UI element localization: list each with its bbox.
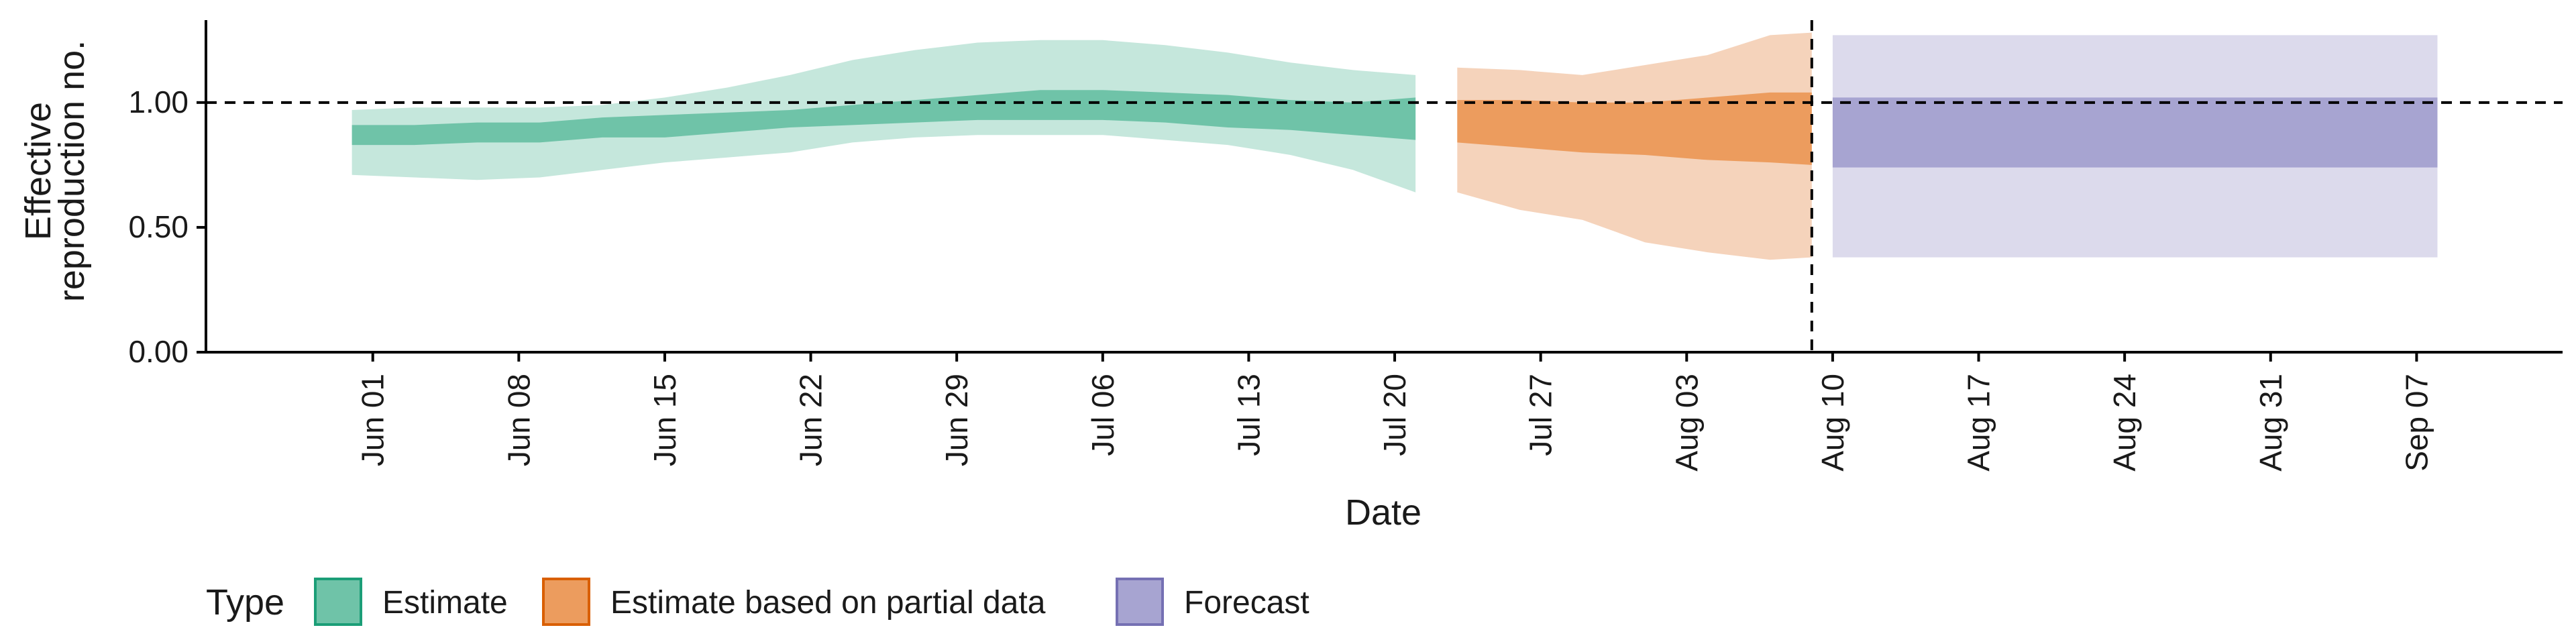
x-tick-label: Aug 17	[1962, 374, 1996, 472]
legend-title: Type	[206, 582, 284, 623]
legend: Type Estimate Estimate based on partial da…	[206, 578, 1309, 626]
x-tick-label: Aug 03	[1669, 374, 1704, 472]
x-tick-label: Jun 08	[501, 374, 536, 466]
legend-swatch-estimate	[314, 578, 362, 626]
x-axis-title: Date	[1345, 492, 1421, 533]
y-tick-label: 0.00	[128, 334, 189, 369]
x-tick-label: Sep 07	[2399, 374, 2434, 472]
x-tick-label: Jun 29	[939, 374, 974, 466]
x-tick-label: Jul 06	[1085, 374, 1120, 456]
legend-label-estimate-based-on-partial-data: Estimate based on partial data	[610, 585, 1046, 621]
bands-layer	[352, 32, 2438, 260]
x-tick-label: Aug 24	[2107, 374, 2142, 472]
band-50-estimate-based-on-partial-data	[1457, 92, 1812, 165]
legend-label-estimate: Estimate	[382, 585, 508, 621]
x-tick-label: Aug 10	[1815, 374, 1850, 472]
y-tick-label: 0.50	[128, 209, 189, 244]
x-ticks: Jun 01 Jun 08 Jun 15 Jun 22 Jun 29 Jul 06 Jul …	[356, 352, 2434, 472]
x-tick-label: Jul 13	[1231, 374, 1266, 456]
x-tick-label: Aug 31	[2253, 374, 2288, 472]
y-tick-label: 1.00	[128, 85, 189, 119]
x-tick-label: Jun 01	[356, 374, 390, 466]
axes	[205, 20, 2563, 354]
legend-swatch-estimate-based-on-partial-data	[542, 578, 590, 626]
x-tick-label: Jun 15	[647, 374, 682, 466]
x-tick-label: Jun 22	[794, 374, 828, 466]
legend-label-forecast: Forecast	[1184, 585, 1309, 621]
x-tick-label: Jul 20	[1377, 374, 1412, 456]
legend-swatch-forecast	[1116, 578, 1164, 626]
y-axis-title-line2: reproduction no.	[52, 40, 92, 302]
x-tick-label: Jul 27	[1523, 374, 1558, 456]
y-axis-title-line1: Effective	[18, 102, 58, 240]
reference-lines	[206, 20, 2563, 352]
band-50-forecast	[1832, 97, 2438, 168]
y-ticks: 0.00 0.50 1.00	[128, 85, 206, 369]
